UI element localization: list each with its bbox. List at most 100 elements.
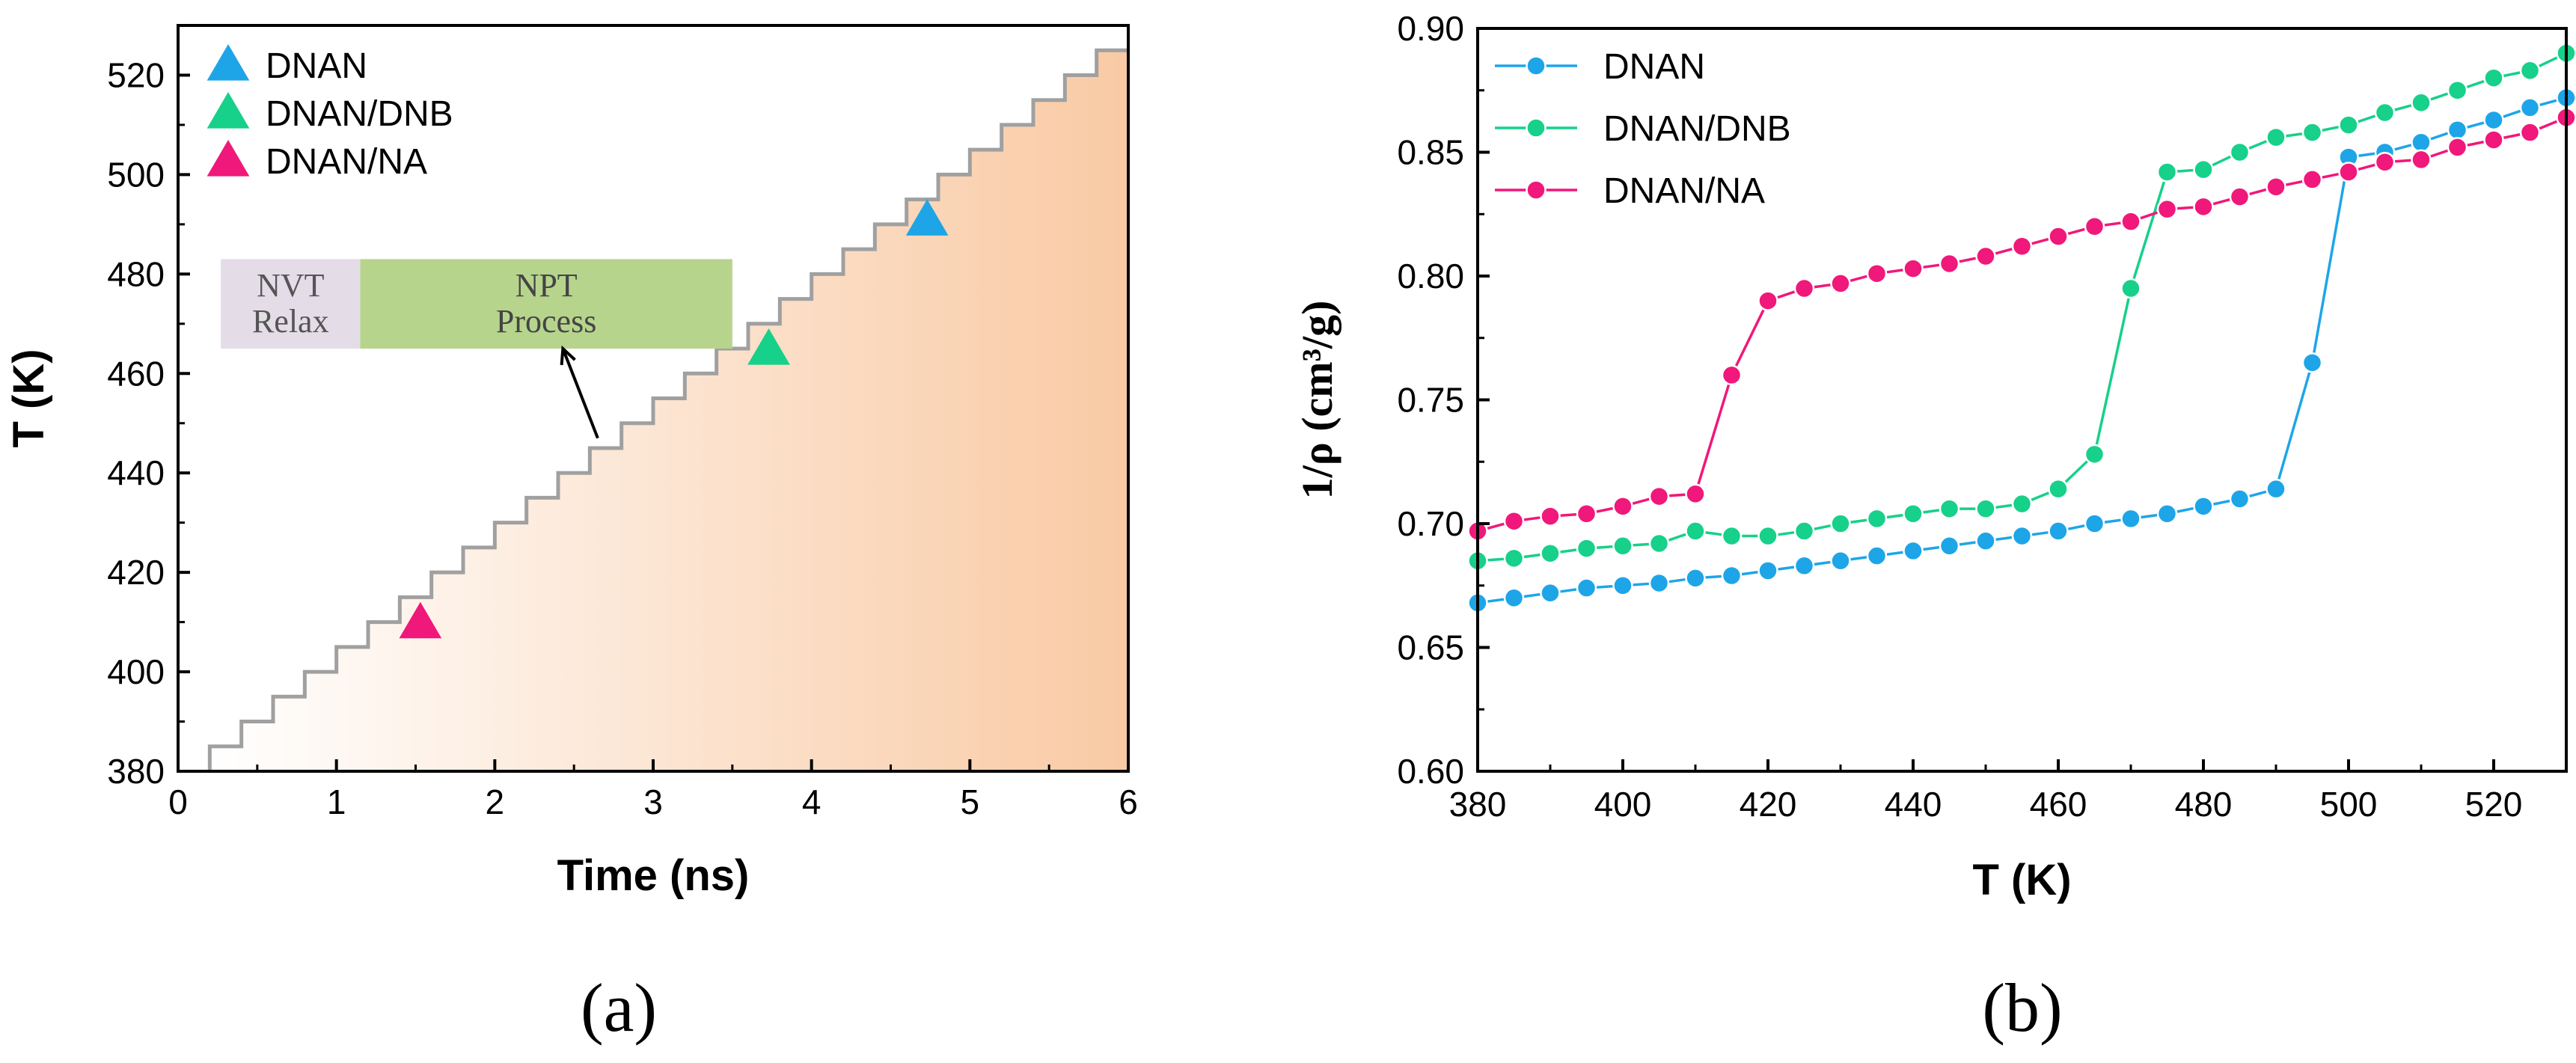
data-point-dnan-dnb — [2120, 278, 2141, 299]
legend-marker-dnan-dnb — [206, 92, 250, 129]
legend-marker — [1526, 117, 1546, 138]
nvt-label: NVT — [257, 267, 325, 304]
y-axis-label: T (K) — [4, 349, 53, 447]
y-tick-label: 420 — [107, 553, 165, 592]
data-point-dnan-na — [2193, 196, 2214, 218]
data-point-dnan-dnb — [1903, 503, 1924, 524]
marker-dnan-na — [399, 601, 442, 639]
data-point-dnan-dnb — [2483, 67, 2504, 88]
data-point-dnan — [2447, 119, 2468, 141]
data-point-dnan — [1903, 540, 1924, 562]
data-point-dnan-na — [2156, 198, 2178, 220]
data-point-dnan-dnb — [2374, 102, 2396, 123]
y-tick-label: 0.90 — [1397, 9, 1464, 48]
series-dnan-na — [1467, 107, 2576, 542]
legend-label: DNAN/DNB — [1603, 109, 1791, 149]
data-point-dnan — [2084, 513, 2105, 534]
data-point-dnan-na — [2301, 169, 2323, 190]
data-point-dnan-dnb — [1866, 508, 1888, 530]
panel-a-label: (a) — [581, 969, 657, 1046]
data-point-dnan-na — [1648, 485, 1670, 507]
data-point-dnan — [1503, 587, 1525, 609]
data-point-dnan-dnb — [1576, 538, 1597, 559]
data-point-dnan-dnb — [2156, 162, 2178, 183]
data-point-dnan-dnb — [2338, 114, 2359, 135]
x-tick-label: 5 — [961, 782, 980, 821]
y-tick-label: 480 — [107, 254, 165, 293]
marker-dnan-dnb — [747, 328, 790, 365]
legend-marker — [1526, 180, 1546, 200]
x-tick-label: 2 — [486, 782, 505, 821]
data-point-dnan-na — [2011, 236, 2033, 257]
x-tick-label: 4 — [802, 782, 822, 821]
data-point-dnan-na — [2338, 162, 2359, 183]
panel-b-chart: 380 400 420 440 460 480 500 520 0.60 0.65 0.70 0.75… — [1293, 9, 2576, 904]
data-point-dnan — [2483, 109, 2504, 131]
data-point-dnan-na — [1540, 506, 1561, 527]
x-tick-label: 440 — [1885, 785, 1942, 824]
data-point-dnan-na — [1939, 253, 1960, 275]
data-point-dnan-dnb — [1648, 533, 1670, 554]
data-point-dnan-dnb — [2011, 493, 2033, 515]
data-point-dnan-dnb — [1685, 521, 1706, 542]
series-dnan — [1467, 87, 2576, 613]
y-tick-label: 0.75 — [1397, 381, 1464, 420]
x-tick-label: 420 — [1740, 785, 1797, 824]
data-point-dnan-dnb — [2048, 478, 2069, 500]
y-tick-label: 400 — [107, 652, 165, 691]
data-point-dnan — [2193, 496, 2214, 517]
y-tick-label: 0.60 — [1397, 752, 1464, 791]
data-point-dnan-dnb — [1793, 521, 1815, 542]
data-point-dnan — [1648, 572, 1670, 594]
data-point-dnan — [1975, 530, 1996, 551]
data-point-dnan — [2411, 132, 2432, 153]
data-point-dnan-na — [2120, 211, 2141, 232]
legend-label: DNAN — [1603, 47, 1705, 87]
x-tick-label: 500 — [2320, 785, 2378, 824]
y-axis-label: 1/ρ (cm³/g) — [1293, 301, 1341, 500]
legend-label: DNAN/NA — [266, 142, 427, 182]
legend-label: DNAN/DNB — [266, 94, 453, 134]
data-point-dnan-dnb — [2301, 122, 2323, 143]
data-point-dnan-dnb — [2411, 92, 2432, 114]
y-tick-label: 500 — [107, 155, 165, 194]
data-point-dnan-na — [1903, 258, 1924, 279]
data-point-dnan-na — [2266, 177, 2286, 197]
x-tick-label: 520 — [2465, 785, 2523, 824]
data-point-dnan-dnb — [1939, 498, 1960, 519]
data-point-dnan — [2229, 488, 2251, 509]
legend-label: DNAN/NA — [1603, 171, 1765, 211]
y-tick-label: 460 — [107, 354, 165, 393]
npt-label: NPT — [515, 267, 578, 304]
data-point-dnan-na — [1612, 496, 1633, 517]
marker-dnan — [905, 199, 949, 236]
data-point-dnan — [2156, 503, 2178, 524]
y-axis-label-text: 1/ρ (cm³/g) — [1293, 301, 1341, 500]
y-tick-label: 0.65 — [1397, 628, 1464, 667]
data-point-dnan-na — [2374, 151, 2396, 173]
y-tick-label: 440 — [107, 453, 165, 492]
x-axis-label: T (K) — [1972, 856, 2071, 904]
x-tick-label: 460 — [2030, 785, 2087, 824]
data-point-dnan — [2266, 478, 2286, 500]
data-point-dnan-dnb — [1540, 542, 1561, 564]
data-point-dnan — [2301, 352, 2323, 373]
x-tick-label: 400 — [1594, 785, 1652, 824]
data-point-dnan-dnb — [1975, 498, 1996, 519]
process-label: Process — [496, 303, 596, 340]
data-point-dnan-dnb — [2519, 60, 2541, 82]
panel-b-label: (b) — [1982, 969, 2062, 1046]
data-point-dnan-na — [1793, 278, 1815, 299]
data-point-dnan-na — [2447, 137, 2468, 158]
annotation-arrow — [561, 348, 599, 439]
data-point-dnan-na — [1685, 483, 1706, 505]
legend-marker-dnan-na — [206, 140, 250, 177]
annotation-arrow-head — [560, 345, 576, 366]
y-tick-label: 0.70 — [1397, 504, 1464, 543]
data-point-dnan-na — [2229, 186, 2251, 207]
legend-label: DNAN — [266, 46, 367, 86]
data-point-dnan-dnb — [2447, 80, 2468, 101]
x-axis-label: Time (ns) — [557, 851, 750, 900]
data-point-dnan — [1612, 575, 1633, 596]
data-point-dnan-dnb — [2266, 126, 2286, 148]
